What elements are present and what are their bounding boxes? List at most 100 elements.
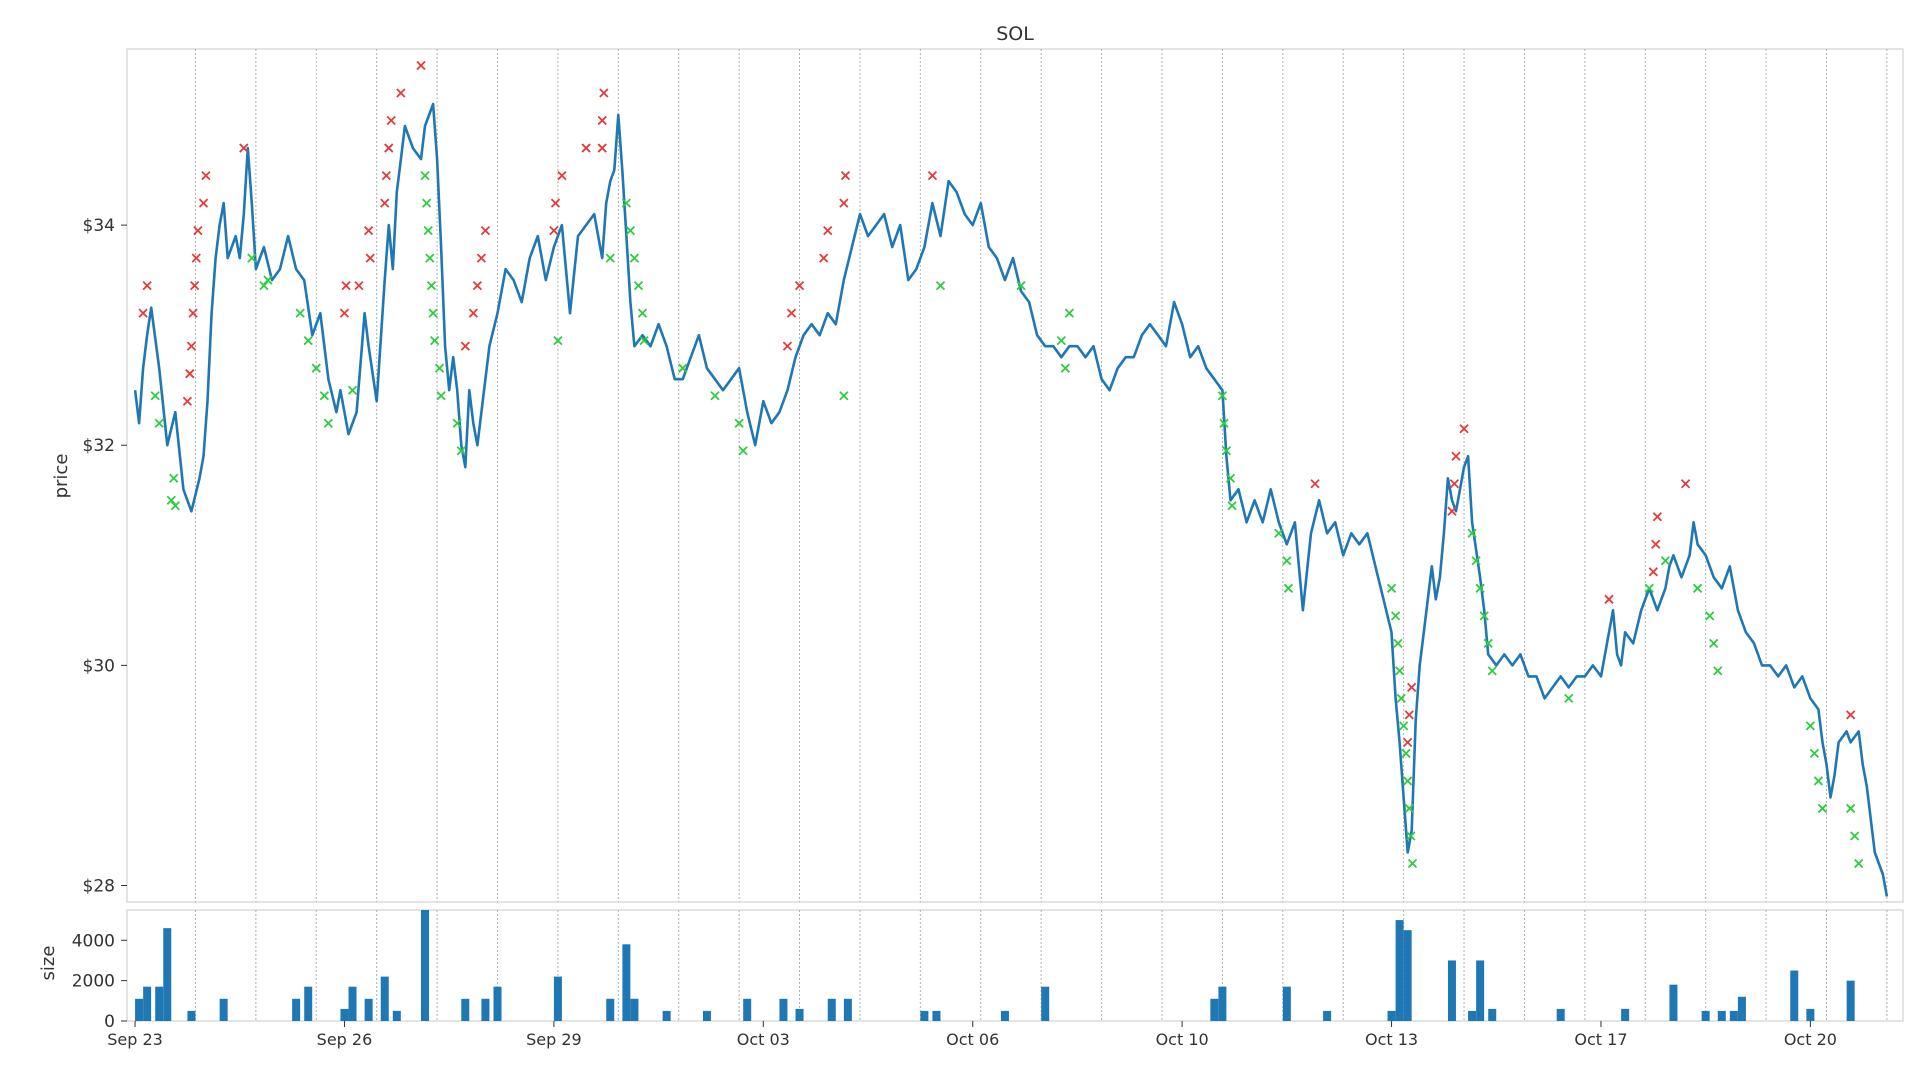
sell-marker <box>416 60 426 71</box>
buy-marker <box>428 308 438 318</box>
sell-marker <box>468 308 478 318</box>
size-bar <box>795 1008 804 1021</box>
sell-marker <box>472 281 483 291</box>
sell-marker-stroke <box>549 225 559 236</box>
buy-marker <box>1479 611 1489 621</box>
size-bar <box>1447 960 1456 1021</box>
sell-marker-stroke <box>1403 737 1413 748</box>
sell-marker <box>460 341 470 351</box>
buy-marker <box>738 446 748 456</box>
buy-marker <box>1406 831 1416 841</box>
sell-marker-stroke <box>182 396 193 406</box>
sell-marker <box>549 225 559 236</box>
x-tick-label: Oct 13 <box>1365 1030 1418 1049</box>
buy-marker <box>639 336 649 346</box>
buy-marker <box>1407 858 1418 869</box>
sell-marker-stroke <box>188 308 198 318</box>
sell-marker <box>819 253 829 263</box>
buy-marker-stroke <box>1487 666 1497 676</box>
sell-marker-stroke <box>201 170 211 181</box>
sell-marker-stroke <box>1604 594 1614 604</box>
buy-marker <box>1705 611 1715 621</box>
buy-marker-stroke <box>456 446 466 456</box>
buy-marker-stroke <box>629 253 640 263</box>
sell-marker <box>1604 594 1614 604</box>
size-bar <box>1387 1010 1396 1021</box>
sell-marker <box>190 281 200 291</box>
buy-marker-stroke <box>421 198 432 208</box>
sell-marker-stroke <box>1404 710 1414 720</box>
buy-marker-stroke <box>1060 363 1070 373</box>
sell-marker-stroke <box>239 143 249 153</box>
buy-marker <box>1227 501 1237 511</box>
buy-marker-stroke <box>1406 831 1416 841</box>
buy-marker <box>295 308 305 318</box>
buy-marker-stroke <box>1056 336 1066 346</box>
buy-marker-stroke <box>1809 748 1820 759</box>
size-bar <box>1323 1010 1332 1021</box>
buy-marker <box>1016 281 1026 291</box>
size-bar <box>461 998 470 1021</box>
buy-marker-stroke <box>1064 308 1075 318</box>
buy-marker-stroke <box>625 225 636 236</box>
sell-marker-stroke <box>1451 451 1461 461</box>
buy-marker-stroke <box>1817 803 1828 814</box>
sell-marker <box>927 170 938 181</box>
size-bar <box>493 986 502 1021</box>
size-bar <box>481 998 490 1021</box>
buy-marker <box>1692 583 1703 593</box>
price-axis-label: price <box>51 454 72 499</box>
buy-marker-stroke <box>1850 831 1860 841</box>
buy-marker-stroke <box>425 253 435 263</box>
size-bar <box>219 998 228 1021</box>
buy-marker-stroke <box>169 473 179 483</box>
buy-marker-stroke <box>1644 583 1654 593</box>
size-bar <box>340 1008 349 1021</box>
sell-marker-stroke <box>1651 539 1661 549</box>
sell-marker <box>396 88 406 98</box>
sell-marker-stroke <box>191 253 201 263</box>
price-panel: $28 $30 $32 $34 <box>83 48 1904 903</box>
size-bar <box>1041 986 1050 1021</box>
buy-marker <box>263 275 273 285</box>
buy-marker <box>421 198 432 208</box>
buy-marker <box>935 281 946 291</box>
buy-marker <box>734 418 744 428</box>
sell-marker <box>185 369 195 379</box>
sell-marker <box>142 281 152 291</box>
size-bar <box>304 986 313 1021</box>
x-tick-label: Sep 23 <box>107 1030 163 1049</box>
buy-marker-stroke <box>170 501 180 511</box>
sell-marker <box>557 170 567 181</box>
buy-marker-stroke <box>311 363 321 373</box>
sell-marker <box>380 198 390 208</box>
buy-marker <box>347 385 358 395</box>
sell-marker-stroke <box>1449 479 1460 489</box>
sell-marker <box>186 341 197 351</box>
buy-marker <box>426 281 437 291</box>
sell-marker-stroke <box>823 225 833 236</box>
size-bar <box>1669 984 1678 1021</box>
sell-marker <box>1846 710 1856 720</box>
sell-marker-stroke <box>839 198 849 208</box>
size-bar <box>1395 920 1404 1021</box>
buy-marker-stroke <box>639 336 649 346</box>
buy-marker-stroke <box>1227 501 1237 511</box>
sell-marker-stroke <box>1648 567 1658 577</box>
size-bar <box>135 998 144 1021</box>
buy-marker-stroke <box>1393 638 1403 648</box>
sell-marker-stroke <box>198 198 209 208</box>
chart-title: SOL <box>996 23 1034 45</box>
buy-marker <box>456 446 466 456</box>
sell-marker-stroke <box>1652 512 1662 522</box>
buy-marker <box>452 418 462 428</box>
size-bar <box>1621 1008 1630 1021</box>
sell-marker-stroke <box>354 281 364 291</box>
buy-marker-stroke <box>263 275 273 285</box>
sell-marker <box>1652 512 1662 522</box>
size-plot-frame <box>126 909 1904 1022</box>
buy-marker <box>420 170 430 181</box>
size-bar <box>1210 998 1219 1021</box>
buy-marker-stroke <box>1407 858 1418 869</box>
